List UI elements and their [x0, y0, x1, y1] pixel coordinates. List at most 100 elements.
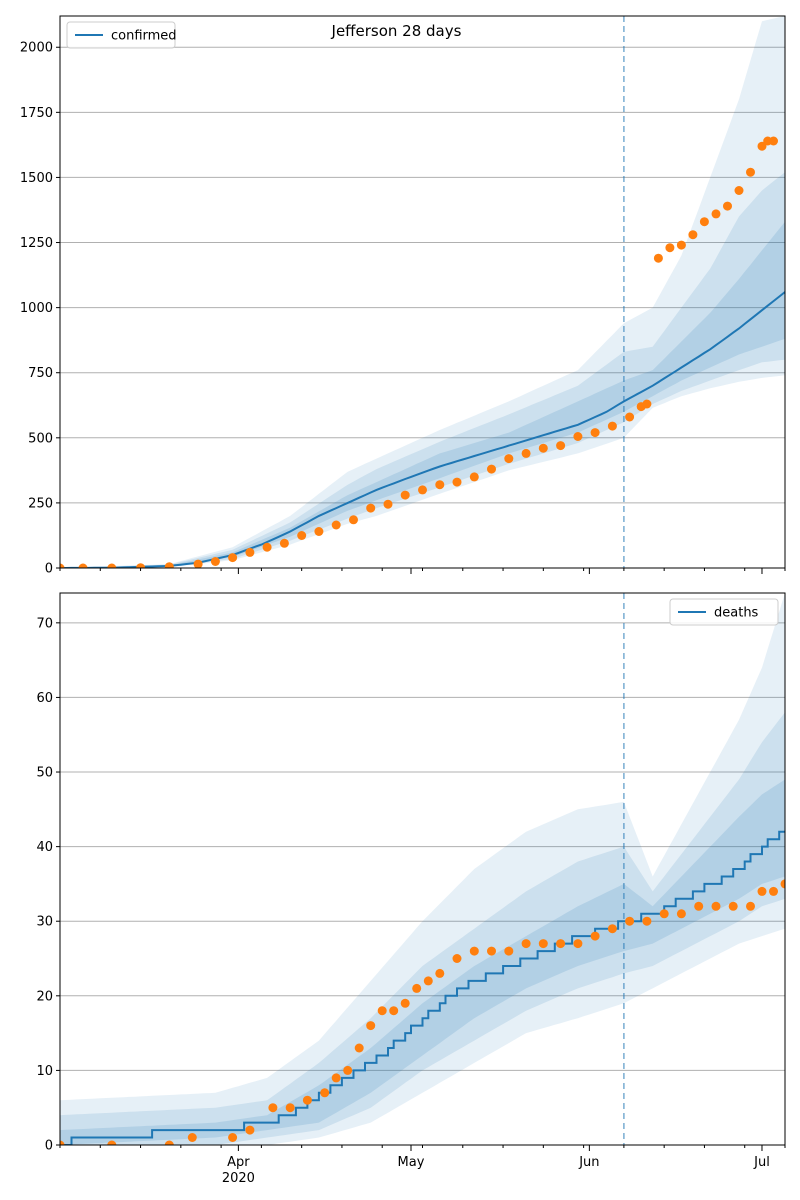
- observed-point: [504, 946, 514, 956]
- observed-point: [452, 954, 462, 963]
- y-tick-label: 250: [28, 496, 53, 511]
- observed-point: [757, 886, 767, 896]
- x-tick-label: May: [398, 1155, 425, 1170]
- observed-point: [573, 432, 583, 441]
- observed-point: [400, 490, 410, 500]
- observed-point: [769, 136, 778, 146]
- observed-point: [262, 542, 272, 552]
- model-line-confirmed: [60, 291, 785, 568]
- y-tick-label: 0: [45, 1139, 53, 1154]
- observed-point: [452, 477, 462, 487]
- observed-point: [164, 1140, 174, 1145]
- observed-point: [285, 1103, 295, 1113]
- y-tick-label: 40: [36, 840, 53, 855]
- legend-label: confirmed: [111, 29, 177, 44]
- y-tick-label: 0: [45, 562, 53, 577]
- observed-point: [228, 553, 238, 563]
- y-tick-label: 2000: [20, 41, 53, 56]
- uncertainty-band-2: [60, 221, 785, 568]
- observed-point: [556, 939, 566, 949]
- observed-point: [343, 1065, 353, 1075]
- observed-point: [136, 563, 146, 568]
- observed-point: [107, 1140, 117, 1145]
- observed-point: [711, 901, 721, 911]
- observed-point: [302, 1095, 312, 1105]
- observed-point: [711, 209, 721, 219]
- observed-point: [366, 1021, 376, 1031]
- observed-point: [210, 557, 220, 566]
- observed-point: [625, 916, 635, 926]
- observed-point: [746, 167, 755, 177]
- observed-point: [164, 562, 174, 568]
- uncertainty-band-1: [60, 712, 785, 1145]
- x-tick-label: Jul: [753, 1155, 770, 1170]
- uncertainty-band-0: [60, 593, 785, 1145]
- observed-point: [556, 441, 566, 451]
- legend-box: [669, 598, 779, 626]
- observed-point: [435, 968, 445, 978]
- observed-point: [659, 909, 669, 919]
- observed-point: [383, 499, 393, 509]
- observed-point: [590, 428, 600, 438]
- observed-point: [418, 485, 427, 495]
- observed-point: [377, 1006, 387, 1016]
- observed-point: [780, 879, 785, 889]
- observed-point: [607, 924, 617, 934]
- observed-point: [423, 976, 433, 986]
- observed-point: [331, 1073, 341, 1083]
- observed-point: [769, 886, 778, 896]
- observed-point: [354, 1043, 364, 1053]
- observed-point: [320, 1088, 330, 1098]
- y-tick-label: 500: [28, 431, 53, 446]
- y-tick-label: 70: [36, 616, 53, 631]
- observed-point: [694, 901, 704, 911]
- observed-point: [389, 1006, 399, 1016]
- observed-point: [504, 454, 514, 464]
- observed-point: [279, 538, 289, 548]
- observed-point: [688, 230, 698, 240]
- y-tick-label: 1000: [20, 301, 53, 316]
- observed-point: [245, 1125, 255, 1135]
- observed-point: [487, 464, 496, 474]
- observed-point: [723, 201, 732, 211]
- observed-point: [366, 503, 376, 513]
- uncertainty-band-0: [60, 16, 785, 568]
- y-tick-label: 750: [28, 366, 53, 381]
- observed-point: [314, 527, 324, 536]
- observed-point: [349, 515, 358, 525]
- legend-box: [66, 21, 176, 49]
- observed-point: [193, 559, 203, 568]
- observed-point: [78, 563, 88, 568]
- y-tick-label: 50: [36, 766, 53, 781]
- observed-point: [107, 563, 117, 568]
- legend-label: deaths: [714, 606, 759, 621]
- observed-point: [228, 1133, 238, 1142]
- observed-point: [538, 939, 548, 949]
- observed-point: [676, 240, 686, 250]
- observed-point: [676, 909, 686, 919]
- observed-point: [746, 901, 755, 911]
- y-tick-label: 30: [36, 915, 53, 930]
- observed-point: [400, 998, 410, 1008]
- x-tick-label: Apr: [227, 1155, 250, 1170]
- confirmed-panel: 0 250 500 750 1000 1250 1500 1750 2000 Jefferson …: [20, 15, 786, 577]
- observed-point: [538, 443, 548, 453]
- observed-point: [573, 939, 583, 949]
- observed-point: [625, 412, 635, 422]
- y-tick-label: 1250: [20, 236, 53, 251]
- observed-point: [187, 1133, 197, 1142]
- observed-point: [590, 931, 600, 941]
- chart-title: Jefferson 28 days: [331, 22, 462, 40]
- x-tick-label: Jun: [578, 1155, 599, 1170]
- observed-point: [412, 983, 422, 993]
- observed-point: [653, 253, 663, 263]
- observed-point: [642, 916, 652, 926]
- observed-point: [734, 186, 744, 195]
- observed-point: [245, 547, 255, 557]
- observed-point: [435, 480, 445, 490]
- y-tick-label: 60: [36, 691, 53, 706]
- observed-point: [757, 141, 767, 151]
